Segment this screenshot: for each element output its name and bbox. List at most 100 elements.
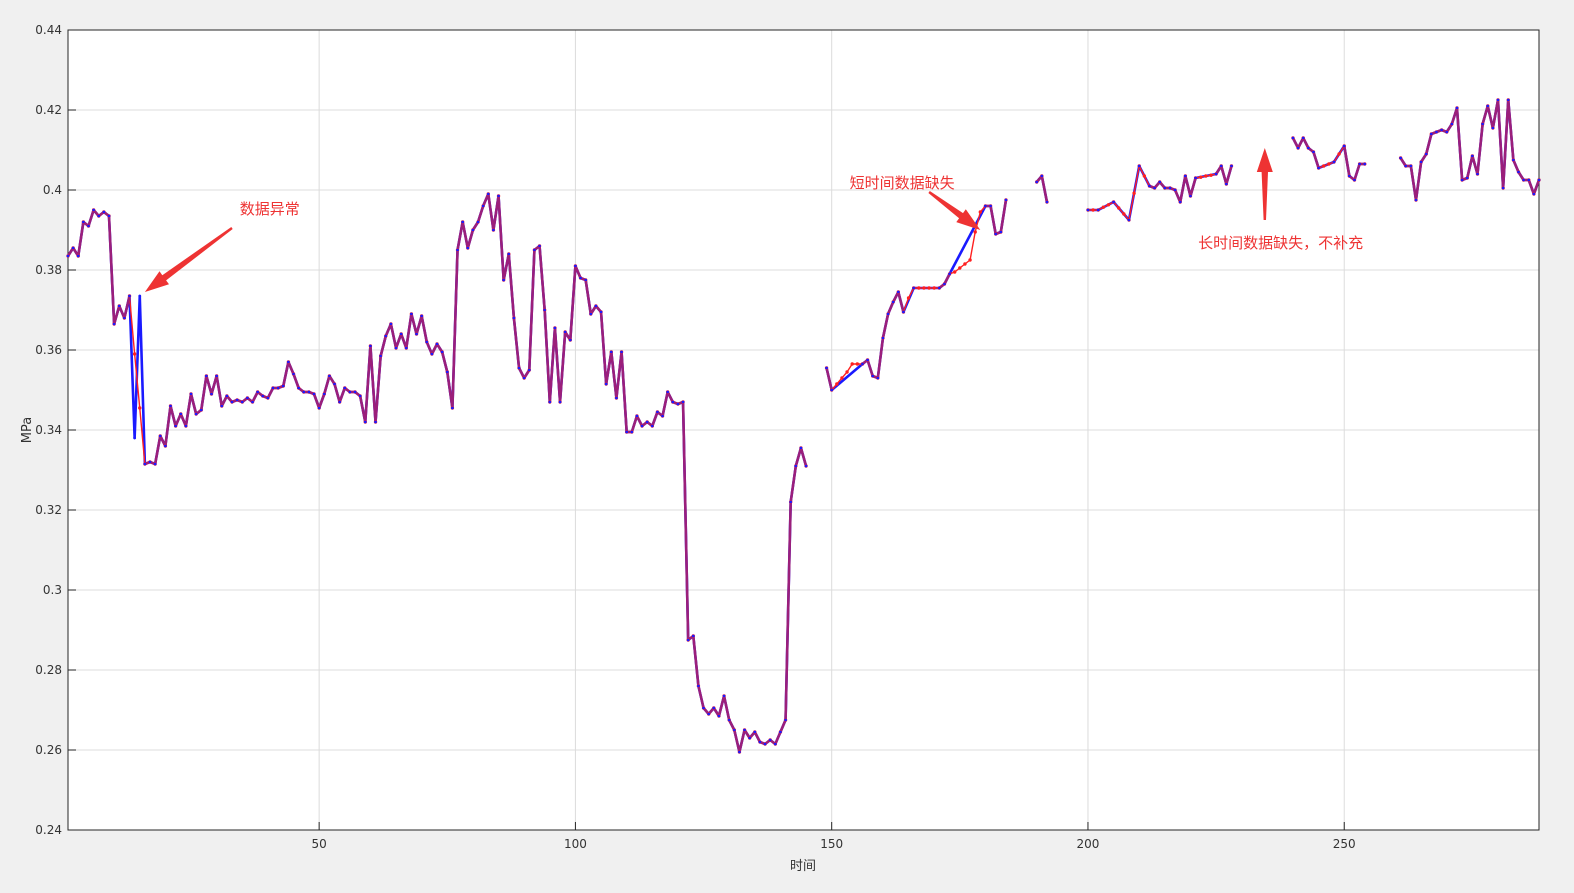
raw-point [466, 246, 470, 250]
y-tick-label: 0.28 [35, 663, 62, 677]
raw-point [286, 360, 290, 364]
raw-point [1035, 180, 1039, 184]
raw-point [574, 264, 577, 268]
raw-point [984, 204, 987, 208]
raw-point [748, 736, 752, 740]
overlap-series-line [1496, 98, 1505, 190]
raw-point [1194, 176, 1197, 180]
processed-point [978, 210, 983, 214]
raw-point [235, 398, 239, 402]
raw-point [1517, 170, 1520, 174]
y-tick-label: 0.3 [43, 583, 62, 597]
overlap-series-line [215, 374, 224, 408]
raw-point [1435, 130, 1438, 134]
processed-point [917, 286, 921, 290]
raw-point [179, 412, 183, 416]
raw-point [481, 204, 485, 208]
raw-point [102, 210, 106, 214]
raw-point [117, 304, 121, 308]
raw-point [825, 366, 828, 370]
raw-point [1317, 166, 1321, 170]
overlap-series-line [553, 326, 562, 404]
raw-point [420, 314, 424, 318]
overlap-series-line [512, 316, 521, 370]
raw-point [122, 316, 126, 320]
overlap-series-line [1219, 164, 1228, 186]
raw-point [543, 308, 547, 312]
raw-point [230, 400, 234, 404]
raw-point [107, 214, 111, 218]
overlap-series-line [681, 400, 690, 642]
overlap-series-line [123, 294, 131, 320]
overlap-series-line [999, 198, 1008, 234]
processed-point [922, 286, 926, 290]
raw-point [435, 342, 439, 346]
raw-point [1455, 106, 1459, 110]
raw-point [312, 392, 316, 396]
raw-point [538, 244, 541, 248]
raw-point [404, 346, 408, 350]
overlap-series-line [568, 264, 577, 342]
overlap-series-line [620, 350, 628, 434]
raw-point [686, 638, 690, 642]
processed-point [973, 230, 977, 234]
overlap-series-line [789, 464, 798, 504]
overlap-series-line [430, 342, 439, 356]
overlap-series-line [379, 334, 388, 358]
raw-point [158, 434, 162, 438]
overlap-series-line [799, 446, 808, 468]
overlap-series-line [774, 730, 782, 746]
raw-point [676, 402, 680, 406]
overlap-series-line [404, 312, 413, 350]
raw-point [87, 224, 90, 228]
overlap-series-line [425, 340, 434, 356]
overlap-series-line [666, 390, 675, 404]
processed-point [1322, 164, 1326, 168]
raw-point [1296, 146, 1300, 150]
raw-point [533, 248, 536, 252]
overlap-series-line [527, 248, 536, 372]
raw-point [517, 366, 521, 370]
raw-point [1163, 186, 1167, 190]
raw-point [553, 326, 557, 330]
raw-point [717, 714, 721, 718]
raw-point [599, 310, 603, 314]
raw-point [76, 254, 80, 258]
overlap-series-line [456, 220, 464, 252]
raw-point [1404, 164, 1408, 168]
processed-point [840, 376, 844, 380]
raw-point [527, 368, 531, 372]
raw-point [645, 420, 649, 424]
x-tick-label: 50 [312, 837, 327, 851]
raw-point [866, 358, 869, 362]
processed-point [1204, 174, 1208, 178]
overlap-series-line [727, 718, 736, 732]
raw-point [333, 382, 336, 386]
processed-point [927, 286, 931, 290]
processed-point [835, 382, 839, 386]
raw-point [1363, 162, 1367, 166]
raw-point [1496, 98, 1500, 102]
raw-point [1450, 122, 1454, 126]
overlap-series-line [410, 312, 418, 336]
raw-point [743, 728, 746, 732]
overlap-series-line [112, 304, 121, 326]
raw-point [92, 208, 96, 212]
processed-point [953, 270, 957, 274]
raw-point [891, 300, 895, 304]
raw-point [871, 374, 875, 378]
raw-point [261, 394, 265, 398]
raw-point [661, 414, 664, 418]
raw-point [133, 436, 137, 440]
raw-point [912, 286, 916, 290]
raw-point [1460, 178, 1464, 182]
raw-point [1486, 104, 1490, 108]
raw-point [97, 214, 101, 218]
raw-point [1358, 162, 1362, 166]
overlap-series-line [507, 252, 516, 320]
raw-point [722, 694, 726, 698]
overlap-series-line [107, 214, 116, 326]
overlap-series-line [604, 350, 613, 386]
raw-point [681, 400, 685, 404]
y-tick-label: 0.4 [43, 183, 62, 197]
